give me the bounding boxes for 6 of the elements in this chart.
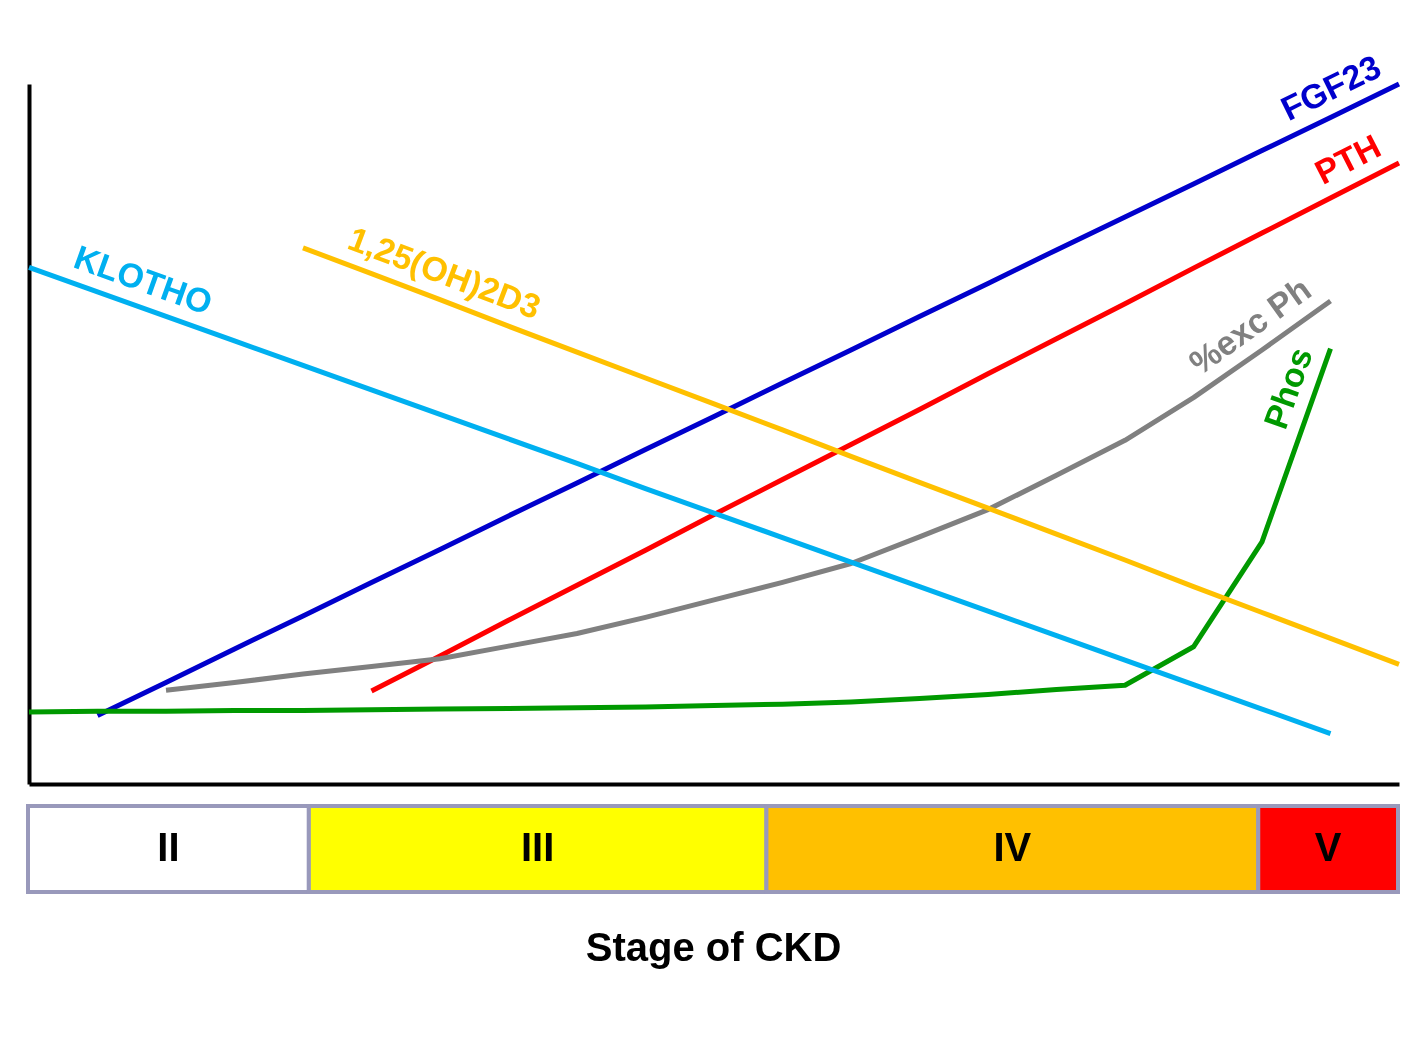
series-label: II xyxy=(157,825,180,869)
series-label: III xyxy=(520,825,555,869)
series-label: V xyxy=(1314,825,1342,869)
series-label: IV xyxy=(993,825,1032,869)
x-axis-title: Stage of CKD xyxy=(585,924,842,969)
text: PTH xyxy=(1308,126,1387,192)
